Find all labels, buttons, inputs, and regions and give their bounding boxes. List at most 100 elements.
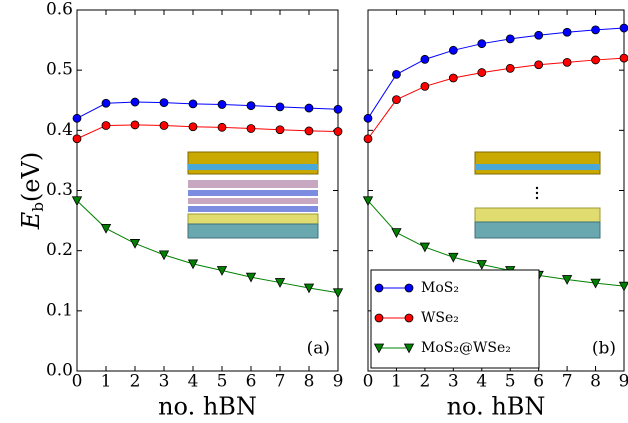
data-point [100,224,112,234]
data-point [477,68,487,77]
panel-label: (a) [307,339,330,359]
data-point [505,34,515,44]
y-tick-label: 0.0 [46,361,73,381]
x-tick-label: 5 [217,372,228,392]
y-tick-label: 0.4 [46,120,73,140]
data-point [618,281,628,292]
data-point [158,250,170,261]
inset-structure-a [187,151,319,239]
x-tick-label: 8 [304,372,315,392]
x-tick-label: 3 [159,372,170,392]
data-point [392,69,401,79]
data-point [420,82,430,91]
y-tick-label: 0.3 [46,180,73,200]
data-point [217,100,227,109]
data-point [476,260,487,270]
data-point [333,104,343,114]
data-point [448,45,458,55]
data-point [72,113,82,123]
data-point [562,27,572,37]
data-point [363,113,373,123]
x-tick-label: 2 [419,372,430,392]
x-tick-label: 4 [188,372,199,392]
data-point [419,242,431,253]
data-point [129,239,141,249]
x-tick-label: 5 [505,372,516,392]
y-tick-label: 0.6 [46,0,73,20]
y-tick-label: 0.5 [46,60,73,80]
data-point [275,125,285,135]
panel-label: (b) [592,339,616,359]
data-point [619,53,628,63]
legend-marker [404,283,414,293]
data-point [72,134,82,144]
data-point [420,54,430,64]
data-point [534,30,544,40]
data-point [101,121,111,130]
x-tick-label: 7 [562,372,573,392]
data-point [130,97,140,107]
legend-label: MoS₂@WSe₂ [421,340,511,356]
data-point [562,57,572,67]
x-axis-title: no. hBN [158,393,257,421]
x-tick-label: 3 [448,372,459,392]
y-axis-title-sub: b [29,202,47,212]
data-point [333,127,343,136]
legend: MoS₂ WSe₂ MoS₂@WSe₂ [370,269,540,369]
x-tick-label: 0 [72,372,83,392]
series-line [367,57,625,140]
data-point [187,259,199,270]
x-tick-label: 8 [590,372,601,392]
x-tick-label: 0 [363,372,374,392]
data-point [590,278,601,289]
data-point [101,98,111,108]
data-point [71,196,83,207]
data-point [159,121,169,130]
data-point [303,283,315,294]
data-point [274,278,286,288]
data-point [332,288,344,299]
data-point [448,252,459,263]
data-point [561,275,573,285]
series-line [76,200,339,294]
data-point [392,95,401,105]
data-point [304,103,314,113]
data-point [448,73,458,83]
data-point [188,122,198,132]
data-point [246,101,256,111]
data-point [304,126,314,136]
x-tick-label: 9 [333,372,344,392]
x-tick-label: 6 [246,372,257,392]
data-point [591,25,600,35]
x-tick-label: 1 [101,372,112,392]
data-point [362,196,374,207]
x-tick-label: 7 [275,372,286,392]
legend-marker [374,283,384,293]
legend-marker [403,343,415,354]
x-tick-label: 2 [130,372,141,392]
plot-frame [76,9,339,372]
data-point [619,23,628,33]
data-point [591,55,600,65]
data-point [245,272,257,283]
data-point [217,122,227,132]
x-tick-label: 1 [391,372,402,392]
x-tick-label: 9 [619,372,628,392]
series-line [76,101,339,119]
data-point [505,63,515,73]
series-line [367,27,625,119]
y-axis-title-unit: (eV) [17,152,45,202]
data-point [363,134,373,144]
y-tick-label: 0.2 [46,240,73,260]
data-point [246,124,256,133]
x-tick-label: 6 [533,372,544,392]
inset-structure-b [474,151,601,239]
plot-frame [367,9,625,372]
legend-box [370,269,540,369]
data-point [275,102,285,112]
data-point [534,60,544,70]
data-point [391,228,402,238]
data-point [159,98,169,108]
